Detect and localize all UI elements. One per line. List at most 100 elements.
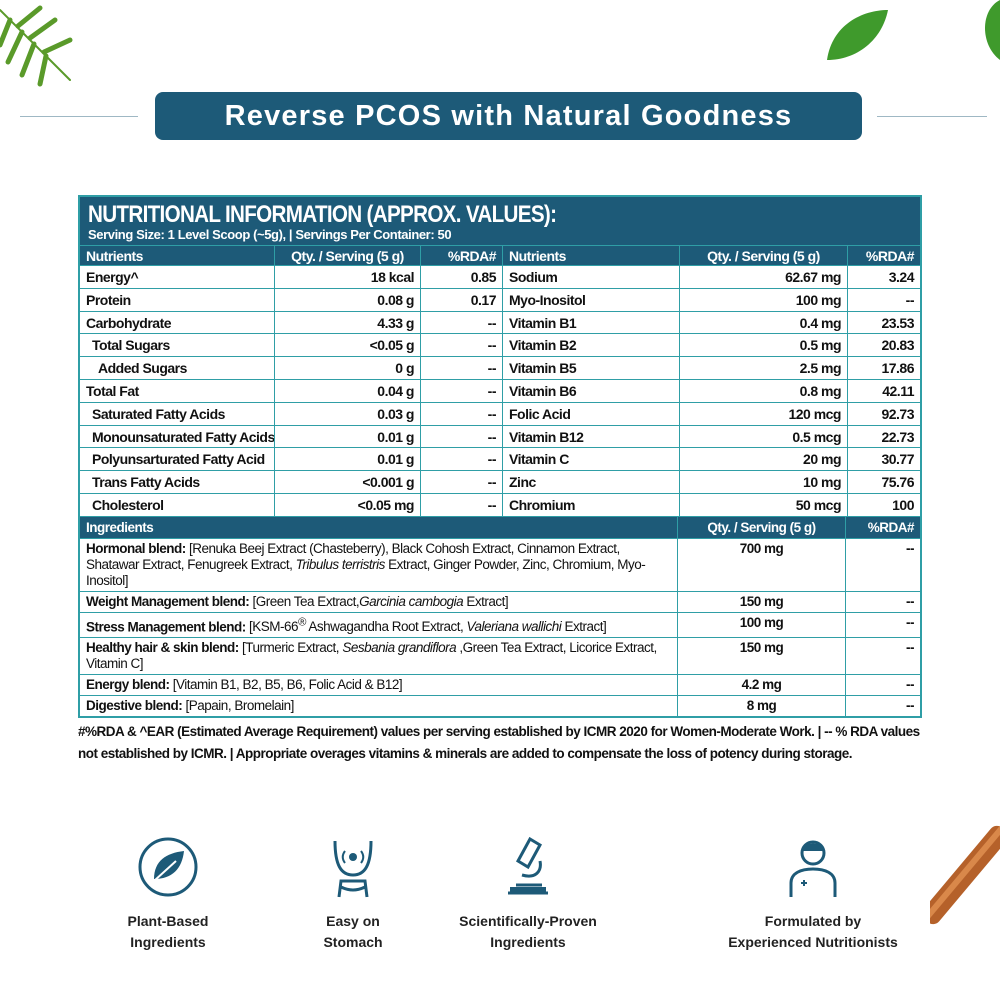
blend-contents: [KSM-66® Ashwagandha Root Extract, Valer… xyxy=(245,616,607,635)
feature-label-line2: Ingredients xyxy=(130,934,206,950)
table-cell: 30.77 xyxy=(847,448,920,471)
table-cell: 0.01 g xyxy=(274,425,420,448)
col-header: Qty. / Serving (5 g) xyxy=(677,516,845,538)
col-header: Ingredients xyxy=(86,519,154,535)
table-cell: 3.24 xyxy=(847,266,920,288)
ingredient-rda: -- xyxy=(845,638,920,675)
table-cell: 100 mg xyxy=(679,288,847,311)
table-cell: <0.05 g xyxy=(274,334,420,357)
table-cell: Sodium xyxy=(502,266,679,288)
feature-label-line1: Easy on xyxy=(326,913,380,929)
ingredient-qty: 150 mg xyxy=(677,638,845,675)
table-cell: Vitamin B1 xyxy=(502,311,679,334)
blend-contents: [Renuka Beej Extract (Chasteberry), Blac… xyxy=(86,540,646,588)
table-cell: 120 mcg xyxy=(679,402,847,425)
nutritionist-icon xyxy=(789,840,837,897)
stomach-icon xyxy=(333,840,373,898)
ingredient-description: Digestive blend: [Papain, Bromelain] xyxy=(80,696,677,716)
table-cell: Vitamin B5 xyxy=(502,357,679,379)
table-row: Polyunsarturated Fatty Acid 0.01 g -- Vitam… xyxy=(80,447,920,471)
nutrition-table: NUTRITIONAL INFORMATION (APPROX. VALUES)… xyxy=(78,195,922,719)
table-row: Monounsaturated Fatty Acids 0.01 g -- Vitam… xyxy=(80,424,920,448)
ingredient-row: Digestive blend: [Papain, Bromelain] 8 mg… xyxy=(80,695,920,717)
table-row: Total Sugars <0.05 g -- Vitamin B2 0.5 mg 20.… xyxy=(80,333,920,357)
table-cell: -- xyxy=(420,425,502,448)
table-cell: 100 xyxy=(847,493,920,516)
table-cell: Saturated Fatty Acids xyxy=(92,405,225,422)
ingredient-row: Weight Management blend: [Green Tea Extr… xyxy=(80,590,920,612)
blend-name: Hormonal blend: xyxy=(86,540,186,556)
divider-right xyxy=(877,116,987,117)
ingredients-header: Ingredients Qty. / Serving (5 g) %RDA# xyxy=(80,515,920,538)
blend-name: Stress Management blend: xyxy=(86,619,246,635)
feature-badge: Easy on Stomach xyxy=(253,835,453,953)
blend-contents: [Turmeric Extract, Sesbania grandiflora … xyxy=(86,640,657,672)
table-cell: 0.5 mcg xyxy=(679,425,847,448)
ingredient-row: Energy blend: [Vitamin B1, B2, B5, B6, F… xyxy=(80,674,920,696)
table-cell: 23.53 xyxy=(847,311,920,334)
table-cell: 0.17 xyxy=(420,288,502,311)
table-row: Trans Fatty Acids <0.001 g -- Zinc 10 mg 75.7… xyxy=(80,470,920,493)
table-cell: 20 mg xyxy=(679,448,847,471)
blend-name: Weight Management blend: xyxy=(86,593,250,609)
divider-left xyxy=(20,116,138,117)
table-cell: Vitamin B6 xyxy=(502,379,679,402)
blend-contents: [Vitamin B1, B2, B5, B6, Folic Acid & B1… xyxy=(169,677,403,693)
table-cell: Total Fat xyxy=(86,382,139,399)
table-cell: Protein xyxy=(86,291,131,308)
blend-name: Digestive blend: xyxy=(86,698,183,714)
ingredient-description: Stress Management blend: [KSM-66® Ashwag… xyxy=(80,613,677,638)
feature-badge: Plant-Based Ingredients xyxy=(68,835,268,953)
table-cell: Myo-Inositol xyxy=(502,288,679,311)
table-cell: 0.08 g xyxy=(274,288,420,311)
ingredient-rda: -- xyxy=(845,675,920,696)
table-cell: 18 kcal xyxy=(274,266,420,288)
table-cell: Added Sugars xyxy=(98,360,187,377)
table-cell: 0.4 mg xyxy=(679,311,847,334)
table-cell: Chromium xyxy=(502,493,679,516)
table-cell: Energy^ xyxy=(86,269,139,285)
table-cell: Vitamin C xyxy=(502,448,679,471)
table-cell: 0.85 xyxy=(420,266,502,288)
table-cell: Vitamin B12 xyxy=(502,425,679,448)
table-row: Energy^ 18 kcal 0.85 Sodium 62.67 mg 3.24 xyxy=(80,265,920,288)
table-cell: Polyunsarturated Fatty Acid xyxy=(92,451,265,468)
plant-leaf-icon xyxy=(138,837,198,897)
table-cell: Zinc xyxy=(502,471,679,493)
ingredient-row: Hormonal blend: [Renuka Beej Extract (Ch… xyxy=(80,537,920,591)
table-cell: 0.04 g xyxy=(274,379,420,402)
table-header: NUTRITIONAL INFORMATION (APPROX. VALUES)… xyxy=(80,197,920,245)
table-cell: 2.5 mg xyxy=(679,357,847,379)
blend-name: Energy blend: xyxy=(86,677,170,693)
table-row: Carbohydrate 4.33 g -- Vitamin B1 0.4 mg 23.5… xyxy=(80,310,920,334)
col-header: %RDA# xyxy=(847,246,920,265)
page-title: Reverse PCOS with Natural Goodness xyxy=(155,92,862,140)
ingredient-qty: 4.2 mg xyxy=(677,675,845,696)
ingredient-rda: -- xyxy=(845,538,920,591)
table-cell: 10 mg xyxy=(679,471,847,493)
ingredient-description: Healthy hair & skin blend: [Turmeric Ext… xyxy=(80,638,677,674)
ingredient-row: Stress Management blend: [KSM-66® Ashwag… xyxy=(80,611,920,638)
col-header: %RDA# xyxy=(845,516,920,538)
table-cell: Folic Acid xyxy=(502,402,679,425)
table-cell: <0.05 mg xyxy=(274,493,420,516)
table-cell: 20.83 xyxy=(847,334,920,357)
table-cell: -- xyxy=(847,288,920,311)
ingredient-qty: 150 mg xyxy=(677,591,845,612)
col-header: Qty. / Serving (5 g) xyxy=(274,246,420,265)
blend-contents: [Green Tea Extract,Garcinia cambogia Ext… xyxy=(249,593,509,609)
ingredient-qty: 700 mg xyxy=(677,538,845,591)
table-cell: Vitamin B2 xyxy=(502,334,679,357)
feature-label-line2: Ingredients xyxy=(490,934,566,950)
table-cell: -- xyxy=(420,379,502,402)
table-cell: 75.76 xyxy=(847,471,920,493)
column-headers: Nutrients Qty. / Serving (5 g) %RDA# Nut… xyxy=(80,245,920,265)
table-cell: Carbohydrate xyxy=(86,314,172,331)
col-header: %RDA# xyxy=(420,246,502,265)
feature-label-line1: Scientifically-Proven xyxy=(459,913,597,929)
table-cell: Trans Fatty Acids xyxy=(92,474,200,491)
green-leaf-decoration xyxy=(985,0,1000,60)
green-leaf-decoration xyxy=(827,10,888,60)
blend-contents: [Papain, Bromelain] xyxy=(182,698,295,714)
table-cell: 0 g xyxy=(274,357,420,379)
